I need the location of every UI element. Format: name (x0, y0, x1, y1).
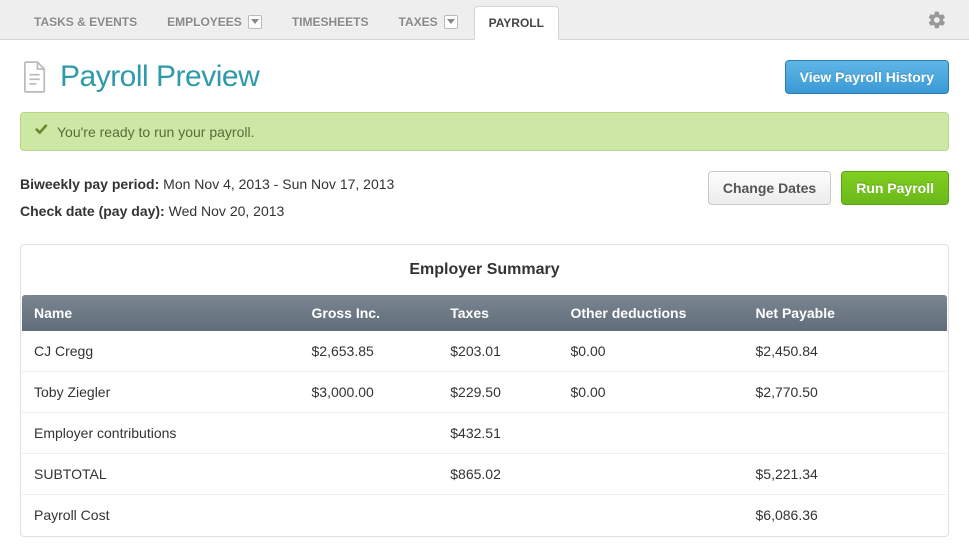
tab-bar: TASKS & EVENTS EMPLOYEES TIMESHEETS TAXES PA… (20, 0, 561, 39)
table-row: SUBTOTAL $865.02 $5,221.34 (22, 454, 947, 495)
table-row: Employer contributions $432.51 (22, 413, 947, 454)
employer-summary-table: Name Gross Inc. Taxes Other deductions N… (22, 295, 947, 535)
cell-other: $0.00 (559, 372, 744, 413)
table-row: Payroll Cost $6,086.36 (22, 495, 947, 536)
col-name: Name (22, 295, 300, 331)
cell-gross (300, 495, 439, 536)
cell-name: Toby Ziegler (22, 372, 300, 413)
ready-alert: You're ready to run your payroll. (20, 112, 949, 151)
table-row: CJ Cregg$2,653.85$203.01$0.00$2,450.84 (22, 331, 947, 372)
col-net: Net Payable (744, 295, 948, 331)
period-row: Biweekly pay period: Mon Nov 4, 2013 - S… (20, 171, 949, 224)
tab-label: PAYROLL (489, 16, 544, 30)
cell-taxes: $432.51 (438, 413, 558, 454)
col-gross: Gross Inc. (300, 295, 439, 331)
cell-gross (300, 454, 439, 495)
view-history-button[interactable]: View Payroll History (785, 60, 949, 94)
cell-taxes (438, 495, 558, 536)
cell-taxes: $865.02 (438, 454, 558, 495)
tab-taxes[interactable]: TAXES (385, 5, 472, 39)
tab-label: TAXES (399, 15, 438, 29)
gear-icon[interactable] (927, 10, 947, 33)
cell-gross (300, 413, 439, 454)
table-body: CJ Cregg$2,653.85$203.01$0.00$2,450.84To… (22, 331, 947, 535)
tab-label: EMPLOYEES (167, 15, 242, 29)
cell-gross: $2,653.85 (300, 331, 439, 372)
cell-other (559, 413, 744, 454)
cell-name: CJ Cregg (22, 331, 300, 372)
cell-net: $2,770.50 (744, 372, 948, 413)
pay-period-line: Biweekly pay period: Mon Nov 4, 2013 - S… (20, 171, 394, 198)
pay-period-label: Biweekly pay period: (20, 176, 159, 192)
cell-net: $2,450.84 (744, 331, 948, 372)
employer-summary-title: Employer Summary (21, 245, 948, 295)
cell-name: Employer contributions (22, 413, 300, 454)
page-title: Payroll Preview (60, 60, 259, 94)
cell-taxes: $229.50 (438, 372, 558, 413)
col-taxes: Taxes (438, 295, 558, 331)
title-row: Payroll Preview View Payroll History (20, 60, 949, 94)
chevron-down-icon[interactable] (444, 15, 458, 29)
table-header-row: Name Gross Inc. Taxes Other deductions N… (22, 295, 947, 331)
table-row: Toby Ziegler$3,000.00$229.50$0.00$2,770.… (22, 372, 947, 413)
tab-tasks-events[interactable]: TASKS & EVENTS (20, 5, 151, 39)
main-content: Payroll Preview View Payroll History You… (0, 40, 969, 557)
chevron-down-icon[interactable] (248, 15, 262, 29)
cell-net: $6,086.36 (744, 495, 948, 536)
change-dates-button[interactable]: Change Dates (708, 171, 831, 205)
check-date-value: Wed Nov 20, 2013 (169, 203, 285, 219)
alert-text: You're ready to run your payroll. (57, 124, 255, 140)
tab-timesheets[interactable]: TIMESHEETS (278, 5, 383, 39)
cell-other (559, 495, 744, 536)
check-date-line: Check date (pay day): Wed Nov 20, 2013 (20, 198, 394, 225)
tab-label: TIMESHEETS (292, 15, 369, 29)
top-nav: TASKS & EVENTS EMPLOYEES TIMESHEETS TAXES PA… (0, 0, 969, 40)
cell-name: SUBTOTAL (22, 454, 300, 495)
tab-label: TASKS & EVENTS (34, 15, 137, 29)
cell-other: $0.00 (559, 331, 744, 372)
cell-net: $5,221.34 (744, 454, 948, 495)
cell-name: Payroll Cost (22, 495, 300, 536)
cell-other (559, 454, 744, 495)
document-icon (20, 61, 48, 93)
cell-gross: $3,000.00 (300, 372, 439, 413)
run-payroll-button[interactable]: Run Payroll (841, 171, 949, 205)
employer-summary-panel: Employer Summary Name Gross Inc. Taxes O… (20, 244, 949, 537)
pay-period-value: Mon Nov 4, 2013 - Sun Nov 17, 2013 (163, 176, 394, 192)
check-date-label: Check date (pay day): (20, 203, 165, 219)
cell-net (744, 413, 948, 454)
col-other: Other deductions (559, 295, 744, 331)
tab-payroll[interactable]: PAYROLL (474, 6, 559, 40)
tab-employees[interactable]: EMPLOYEES (153, 5, 276, 39)
cell-taxes: $203.01 (438, 331, 558, 372)
check-icon (35, 123, 49, 140)
